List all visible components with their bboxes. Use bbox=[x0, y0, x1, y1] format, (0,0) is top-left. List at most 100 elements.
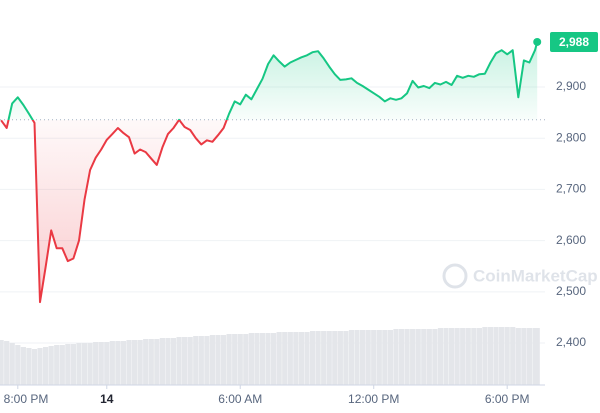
volume-bar bbox=[104, 342, 110, 385]
volume-bar bbox=[182, 337, 188, 385]
watermark-text: CoinMarketCap bbox=[473, 266, 598, 285]
volume-bar bbox=[487, 327, 494, 385]
volume-bar bbox=[376, 330, 382, 385]
current-dot bbox=[533, 37, 542, 46]
volume-bar bbox=[170, 338, 177, 385]
volume-bar bbox=[448, 328, 455, 385]
volume-bar bbox=[143, 339, 149, 385]
volume-bar bbox=[326, 331, 332, 385]
volume-bar bbox=[137, 340, 143, 385]
volume-bar bbox=[437, 328, 444, 385]
volume-bar bbox=[232, 334, 238, 385]
volume-bar bbox=[259, 333, 266, 385]
volume-bar bbox=[165, 338, 171, 385]
volume-bar bbox=[70, 344, 77, 385]
volume-bar bbox=[298, 332, 305, 385]
volume-bar bbox=[476, 328, 482, 385]
x-tick-label: 6:00 AM bbox=[218, 392, 262, 406]
volume-bar bbox=[534, 328, 540, 385]
volume-bar bbox=[209, 335, 216, 385]
watermark-logo bbox=[442, 263, 468, 289]
y-tick-label: 2,500 bbox=[556, 284, 586, 298]
volume-bar bbox=[9, 343, 15, 385]
volume-bar bbox=[359, 330, 366, 385]
volume-bar bbox=[510, 327, 516, 385]
volume-bar bbox=[515, 328, 521, 385]
volume-bar bbox=[4, 341, 10, 385]
volume-bar bbox=[393, 329, 399, 385]
volume-bar bbox=[348, 330, 355, 385]
volume-bar bbox=[98, 342, 104, 385]
volume-bar bbox=[432, 329, 438, 385]
x-tick-label: 6:00 PM bbox=[485, 392, 530, 406]
x-tick-label: 12:00 PM bbox=[348, 392, 399, 406]
volume-bar bbox=[526, 328, 533, 385]
y-tick-label: 2,800 bbox=[556, 130, 586, 144]
volume-bar bbox=[304, 332, 310, 385]
volume-bar bbox=[187, 337, 193, 385]
volume-bar bbox=[148, 339, 154, 385]
volume-bar bbox=[154, 339, 160, 385]
volume-bar bbox=[371, 330, 377, 385]
volume-bar bbox=[265, 333, 271, 385]
watermark: CoinMarketCap bbox=[442, 263, 598, 289]
y-tick-label: 2,900 bbox=[556, 79, 586, 93]
volume-bar bbox=[287, 332, 293, 385]
volume-bar bbox=[398, 329, 405, 385]
volume-bar bbox=[109, 341, 115, 385]
volume-bar bbox=[426, 329, 432, 385]
volume-bar bbox=[387, 330, 393, 385]
volume-bar bbox=[243, 334, 249, 385]
volume-bar bbox=[354, 330, 360, 385]
volume-bar bbox=[482, 327, 488, 385]
volume-bar bbox=[293, 332, 299, 385]
volume-bar bbox=[126, 340, 132, 385]
volume-bar bbox=[226, 334, 232, 385]
volume-bar bbox=[421, 329, 427, 385]
volume-bar bbox=[204, 336, 210, 385]
volume-bar bbox=[93, 342, 99, 385]
volume-bar bbox=[276, 332, 282, 385]
volume-bar bbox=[120, 341, 127, 385]
volume-bar bbox=[20, 347, 26, 385]
volume-bar bbox=[131, 340, 138, 385]
volume-bar bbox=[471, 328, 477, 385]
volume-bar bbox=[43, 347, 49, 385]
area-fill bbox=[1, 42, 538, 303]
volume-bar bbox=[460, 328, 466, 385]
x-tick-label: 14 bbox=[100, 392, 114, 406]
volume-bar bbox=[337, 331, 343, 385]
volume-bar bbox=[76, 343, 82, 385]
volume-bar bbox=[465, 328, 471, 385]
volume-bar bbox=[454, 328, 460, 385]
volume-bar bbox=[248, 333, 254, 385]
volume-bar bbox=[193, 336, 199, 385]
volume-bar bbox=[26, 348, 32, 385]
y-tick-label: 2,600 bbox=[556, 233, 586, 247]
volume-bar bbox=[499, 327, 505, 385]
volume-bar bbox=[159, 338, 165, 385]
volume-bar bbox=[493, 327, 499, 385]
volume-bar bbox=[382, 330, 388, 385]
volume-bar bbox=[271, 333, 277, 385]
volume-bar bbox=[504, 327, 510, 385]
price-tag-label: 2,988 bbox=[559, 35, 589, 49]
volume-bar bbox=[365, 330, 371, 385]
volume-bar bbox=[37, 348, 43, 385]
volume-bar bbox=[404, 329, 410, 385]
volume-bar bbox=[48, 346, 54, 385]
volume-bar bbox=[176, 337, 182, 385]
volume-bar bbox=[59, 345, 65, 385]
volume-bar bbox=[315, 331, 321, 385]
volume-bar bbox=[54, 345, 60, 385]
volume-bar bbox=[215, 335, 221, 385]
volume-bar bbox=[332, 331, 338, 385]
volume-bar bbox=[87, 343, 93, 385]
volume-bar bbox=[254, 333, 260, 385]
volume-bar bbox=[343, 331, 349, 385]
volume-bar bbox=[115, 341, 121, 385]
volume-bar bbox=[309, 331, 316, 385]
volume-bar bbox=[443, 328, 449, 385]
volume-bar bbox=[81, 343, 88, 385]
